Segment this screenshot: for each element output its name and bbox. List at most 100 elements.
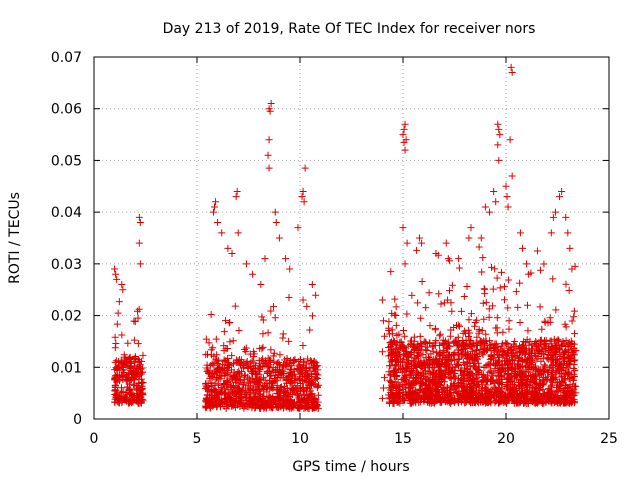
data-point-dense (289, 358, 297, 366)
data-point-dense (276, 351, 284, 359)
data-point-dense (491, 265, 499, 273)
data-point-dense (438, 396, 446, 404)
data-point-dense (306, 326, 314, 334)
data-point-dense (247, 359, 255, 367)
data-point (442, 239, 450, 247)
data-point-dense (267, 346, 275, 354)
data-point-dense (241, 346, 249, 354)
data-point-dense (391, 362, 399, 370)
y-tick-label: 0.02 (51, 309, 82, 325)
data-point-dense (281, 382, 289, 390)
data-point-dense (520, 338, 528, 346)
data-point-dense (126, 364, 134, 372)
data-point-dense (390, 395, 398, 403)
data-point-dense (494, 378, 502, 386)
data-point-dense (524, 327, 532, 335)
data-point (136, 218, 144, 226)
data-point-dense (570, 372, 578, 380)
data-point (378, 348, 386, 356)
data-point-dense (241, 402, 249, 410)
data-point-dense (459, 329, 467, 337)
data-point-dense (421, 338, 429, 346)
data-point-dense (135, 357, 143, 365)
data-point-dense (482, 384, 490, 392)
data-point-dense (399, 326, 407, 334)
data-point-dense (535, 366, 543, 374)
data-point-dense (222, 398, 230, 406)
data-point-dense (535, 376, 543, 384)
data-point (224, 244, 232, 252)
data-point-dense (310, 397, 318, 405)
data-point-dense (135, 399, 143, 407)
data-point-dense (492, 385, 500, 393)
data-point-dense (304, 403, 312, 411)
data-point-dense (275, 367, 283, 375)
data-point-dense (268, 404, 276, 412)
data-point-dense (540, 361, 548, 369)
data-point-dense (538, 325, 546, 333)
data-point-dense (385, 318, 393, 326)
data-point-dense (485, 305, 493, 313)
data-point-dense (426, 322, 434, 330)
data-point-dense (532, 355, 540, 363)
data-point-dense (239, 386, 247, 394)
data-point-dense (445, 352, 453, 360)
data-point-dense (270, 349, 278, 357)
data-point-dense (493, 347, 501, 355)
data-point (400, 125, 408, 133)
data-point (265, 164, 273, 172)
data-point (547, 229, 555, 237)
data-point-dense (475, 363, 483, 371)
data-point-dense (415, 349, 423, 357)
data-point-dense (511, 337, 519, 345)
data-point-dense (114, 309, 122, 317)
data-point (266, 107, 274, 115)
data-point (508, 69, 516, 77)
data-point-dense (293, 382, 301, 390)
data-point-dense (514, 303, 522, 311)
data-point (218, 229, 226, 237)
data-point-dense (241, 371, 249, 379)
data-point-dense (290, 370, 298, 378)
data-point-dense (540, 260, 548, 268)
data-point-dense (435, 357, 443, 365)
data-point-dense (294, 392, 302, 400)
data-point-dense (479, 351, 487, 359)
data-point-dense (114, 374, 122, 382)
data-point-dense (269, 384, 277, 392)
data-point-dense (454, 346, 462, 354)
data-point-dense (495, 397, 503, 405)
data-point-dense (241, 390, 249, 398)
data-point-dense (123, 383, 131, 391)
data-point-dense (512, 384, 520, 392)
data-point-dense (499, 351, 507, 359)
data-point-dense (527, 360, 535, 368)
data-point-dense (417, 374, 425, 382)
data-point-dense (126, 397, 134, 405)
data-point-dense (431, 325, 439, 333)
data-point-dense (413, 394, 421, 402)
data-point-dense (244, 364, 252, 372)
data-point-dense (428, 371, 436, 379)
data-point-dense (257, 363, 265, 371)
data-point-dense (498, 268, 506, 276)
data-point-dense (249, 369, 257, 377)
data-point-dense (463, 354, 471, 362)
data-point-dense (231, 399, 239, 407)
data-point-dense (482, 330, 490, 338)
data-point (294, 224, 302, 232)
data-point-dense (423, 384, 431, 392)
data-point-dense (295, 397, 303, 405)
data-point-dense (477, 392, 485, 400)
data-point (558, 187, 566, 195)
data-point-dense (416, 380, 424, 388)
data-point (495, 125, 503, 133)
data-point-dense (562, 399, 570, 407)
data-point-dense (112, 340, 120, 348)
data-point-dense (238, 381, 246, 389)
y-tick-label: 0.05 (51, 153, 82, 169)
data-point-dense (460, 340, 468, 348)
data-point-dense (440, 299, 448, 307)
data-point-dense (258, 356, 266, 364)
data-points (111, 63, 580, 413)
